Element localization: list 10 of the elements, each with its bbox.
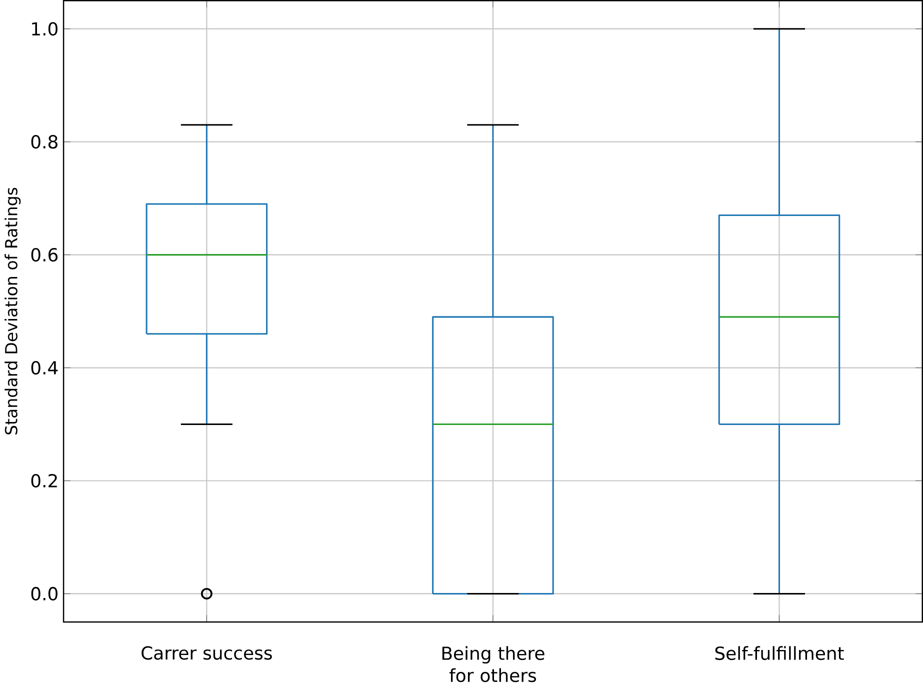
x-tick-label: Self-fulfillment xyxy=(715,646,844,660)
x-tick-label: Carrer success xyxy=(142,646,272,660)
y-tick-label: 0.4 xyxy=(31,361,58,375)
y-tick-label: 0.0 xyxy=(31,587,58,601)
y-axis-title: Standard Deviation of Ratings xyxy=(4,188,21,435)
y-tick-label: 0.2 xyxy=(31,474,57,488)
y-tick-label: 0.8 xyxy=(31,135,58,149)
y-tick-label: 1.0 xyxy=(32,22,58,36)
x-tick-label: Being there for others xyxy=(442,646,544,682)
y-tick-label: 0.6 xyxy=(31,248,58,262)
